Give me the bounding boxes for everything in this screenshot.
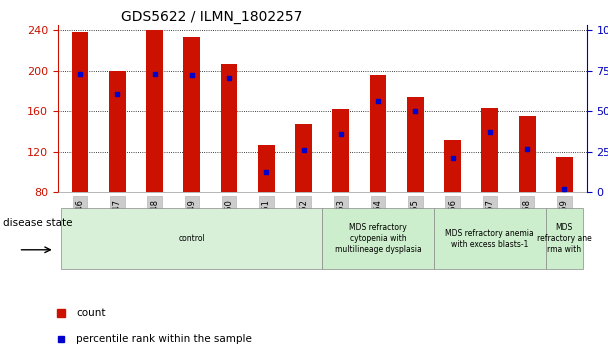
Bar [221, 64, 238, 192]
Bar [519, 117, 536, 192]
Bar [482, 109, 498, 192]
Bar [556, 157, 573, 192]
Text: MDS
refractory ane
rma with: MDS refractory ane rma with [537, 223, 592, 254]
Text: control: control [179, 234, 206, 243]
Bar [109, 71, 126, 192]
Text: MDS refractory anemia
with excess blasts-1: MDS refractory anemia with excess blasts… [446, 229, 534, 249]
Text: MDS refractory
cytopenia with
multilineage dysplasia: MDS refractory cytopenia with multilinea… [335, 223, 421, 254]
Text: GDS5622 / ILMN_1802257: GDS5622 / ILMN_1802257 [121, 11, 303, 24]
Bar [147, 30, 163, 192]
Bar [333, 109, 349, 192]
Bar [370, 75, 387, 192]
Text: percentile rank within the sample: percentile rank within the sample [76, 334, 252, 344]
Bar [295, 123, 312, 192]
Text: count: count [76, 307, 106, 318]
Text: disease state: disease state [3, 218, 72, 228]
Bar [322, 208, 434, 269]
Bar [546, 208, 583, 269]
Bar [434, 208, 546, 269]
Bar [258, 145, 275, 192]
Bar [184, 37, 200, 192]
Bar [444, 140, 461, 192]
Bar [407, 97, 424, 192]
Bar [61, 208, 322, 269]
Bar [72, 33, 89, 192]
